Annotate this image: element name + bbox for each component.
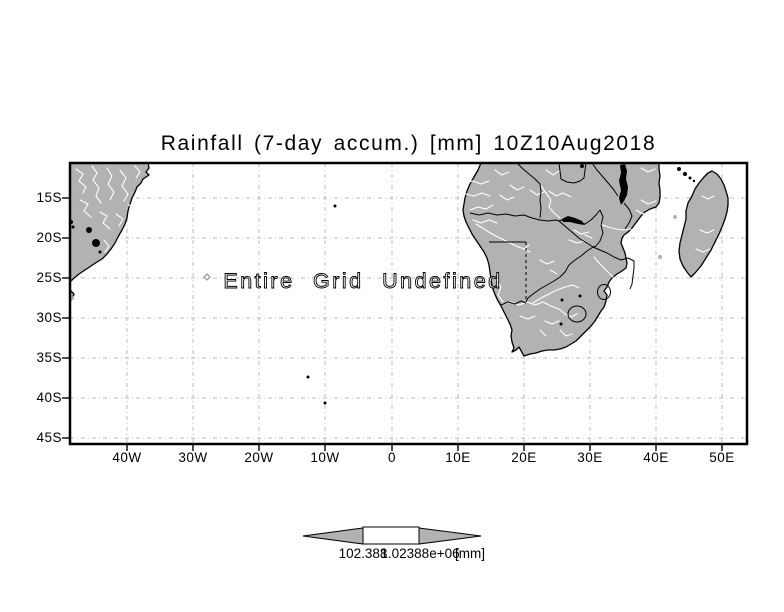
- lat-label-25s: 25S: [36, 270, 62, 285]
- lat-label-30s: 30S: [36, 310, 62, 325]
- colorbar-left-value: 102.388: [338, 546, 388, 561]
- axis-ticks: [62, 197, 723, 451]
- colorbar-units: [mm]: [455, 546, 485, 561]
- undefined-grid-message: Entire Grid Undefined: [223, 269, 502, 293]
- lat-label-20s: 20S: [36, 230, 62, 245]
- lat-label-15s: 15S: [36, 190, 62, 205]
- country-borders: [469, 163, 635, 323]
- landmass-madagascar: [678, 170, 729, 278]
- colorbar: [302, 526, 482, 545]
- lon-label-10w: 10W: [310, 450, 340, 465]
- colorbar-right-arrow: [418, 527, 482, 545]
- lon-label-0: 0: [387, 450, 396, 465]
- landmass-southern-africa: [462, 163, 661, 357]
- lakes-and-islands: [70, 164, 696, 405]
- lon-label-50e: 50E: [709, 450, 735, 465]
- lat-label-40s: 40S: [36, 390, 62, 405]
- lon-label-30e: 30E: [577, 450, 603, 465]
- lon-label-10e: 10E: [445, 450, 471, 465]
- colorbar-right-value: 1.02388e+06: [380, 546, 460, 561]
- lat-label-45s: 45S: [36, 430, 62, 445]
- lon-label-20w: 20W: [244, 450, 274, 465]
- lon-label-40e: 40E: [643, 450, 669, 465]
- colorbar-middle-box: [362, 526, 420, 545]
- plot-title: Rainfall (7-day accum.) [mm] 10Z10Aug201…: [160, 132, 657, 155]
- map-frame: [68, 161, 749, 446]
- colorbar-left-arrow: [302, 527, 364, 545]
- rivers: [75, 165, 715, 337]
- lon-label-30w: 30W: [178, 450, 208, 465]
- lat-label-35s: 35S: [36, 350, 62, 365]
- lon-label-40w: 40W: [112, 450, 142, 465]
- lon-label-20e: 20E: [511, 450, 537, 465]
